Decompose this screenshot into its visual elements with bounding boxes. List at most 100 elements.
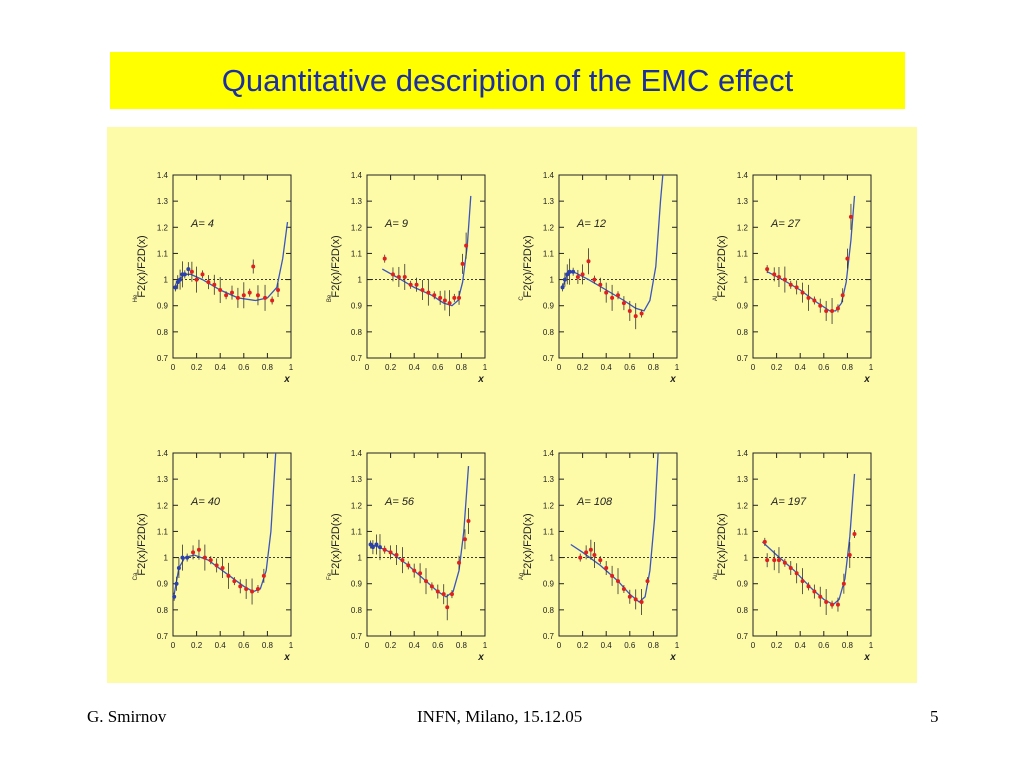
- x-tick-label: 0: [365, 641, 370, 650]
- nucleus-label: A= 12: [576, 218, 606, 230]
- data-point: [224, 293, 229, 298]
- slide-title: Quantitative description of the EMC effe…: [221, 62, 794, 98]
- data-point: [206, 280, 211, 285]
- y-tick-label: 0.7: [351, 632, 363, 641]
- y-tick-label: 0.8: [737, 606, 749, 615]
- y-tick-label: 1: [550, 276, 555, 285]
- data-point: [200, 272, 205, 277]
- data-point: [241, 293, 246, 298]
- data-point: [238, 584, 243, 589]
- data-point: [244, 586, 249, 591]
- y-tick-label: 0.7: [737, 632, 749, 641]
- y-tick-label: 1.3: [737, 197, 749, 206]
- x-tick-label: 1: [869, 641, 874, 650]
- nucleus-label: A= 108: [576, 496, 613, 508]
- plot-frame: [558, 174, 678, 359]
- data-point: [610, 295, 615, 300]
- data-point: [560, 285, 565, 290]
- y-tick-label: 0.9: [737, 302, 749, 311]
- y-tick-label: 0.9: [157, 302, 169, 311]
- data-point: [835, 306, 840, 311]
- data-point: [420, 288, 425, 293]
- x-axis-label: x: [283, 652, 290, 663]
- y-tick-label: 0.7: [543, 354, 555, 363]
- y-tick-label: 1.3: [737, 475, 749, 484]
- data-point: [562, 277, 567, 282]
- data-point: [388, 550, 393, 555]
- y-tick-label: 1: [550, 554, 555, 563]
- data-point: [598, 558, 603, 563]
- y-tick-label: 0.9: [351, 302, 363, 311]
- y-tick-label: 1.1: [351, 249, 363, 258]
- subplot-7: 0.7 0.8 0.9 1 1.1 1.2 1.3 1.4 0 0.2 0.4 0.6 0.8 1 x F2(…: [519, 449, 680, 663]
- x-tick-label: 0.6: [238, 363, 250, 372]
- y-axis-nucleus: Ag: [519, 573, 525, 580]
- nucleus-label: A= 9: [384, 218, 408, 230]
- x-tick-label: 0.8: [648, 641, 660, 650]
- data-point: [218, 288, 223, 293]
- plot-frame: [752, 452, 872, 637]
- data-point: [627, 594, 632, 599]
- x-tick-label: 0: [171, 363, 176, 372]
- y-tick-label: 1: [358, 554, 363, 563]
- data-point: [616, 579, 620, 584]
- y-tick-label: 0.7: [351, 354, 363, 363]
- subplot-2: 0.7 0.8 0.9 1 1.1 1.2 1.3 1.4 0 0.2 0.4 0.6 0.8 1 x F2(…: [327, 171, 488, 385]
- data-point: [588, 547, 593, 552]
- x-tick-label: 1: [483, 641, 488, 650]
- data-point: [824, 308, 829, 313]
- y-tick-label: 1: [164, 554, 169, 563]
- y-axis-label: F2(x)/F2D(x): [330, 513, 342, 575]
- x-tick-label: 0.6: [818, 363, 830, 372]
- fit-curve: [766, 195, 856, 312]
- data-point: [565, 272, 570, 277]
- y-tick-label: 1.3: [543, 197, 555, 206]
- data-point: [445, 605, 450, 610]
- y-axis-label: F2(x)/F2D(x): [330, 235, 342, 297]
- data-point: [457, 560, 462, 565]
- nucleus-label: A= 197: [770, 496, 807, 508]
- data-point: [435, 589, 440, 594]
- data-point: [604, 566, 609, 571]
- y-axis-label: F2(x)/F2D(x): [136, 235, 148, 297]
- x-tick-label: 0.2: [771, 363, 783, 372]
- x-tick-label: 0.2: [577, 363, 589, 372]
- y-axis-nucleus: Al: [713, 296, 719, 301]
- data-point: [368, 542, 373, 547]
- data-point: [263, 295, 268, 300]
- y-tick-label: 1.2: [737, 501, 749, 510]
- x-tick-label: 0.4: [601, 641, 613, 650]
- y-axis-label: F2(x)/F2D(x): [136, 513, 148, 575]
- plot-frame: [558, 452, 678, 637]
- data-point: [441, 592, 446, 597]
- x-tick-label: 0: [751, 363, 756, 372]
- x-tick-label: 0.8: [842, 641, 854, 650]
- data-point: [232, 579, 237, 584]
- y-axis-label: F2(x)/F2D(x): [716, 235, 728, 297]
- data-point: [845, 256, 850, 261]
- data-point: [457, 295, 462, 300]
- data-point: [812, 589, 817, 594]
- y-tick-label: 1.2: [351, 223, 363, 232]
- x-axis-label: x: [669, 652, 676, 663]
- y-axis-nucleus: Ca: [133, 572, 139, 580]
- data-point: [830, 308, 835, 313]
- x-tick-label: 0.8: [648, 363, 660, 372]
- data-point: [580, 272, 585, 277]
- y-tick-label: 1.2: [543, 223, 555, 232]
- data-point: [214, 563, 219, 568]
- emc-figure: 0.7 0.8 0.9 1 1.1 1.2 1.3 1.4 0 0.2 0.4 0.6 0.8 1 x F2(…: [133, 171, 874, 663]
- x-axis-label: x: [283, 374, 290, 385]
- data-point: [592, 277, 597, 282]
- y-axis-nucleus: Au: [713, 573, 719, 580]
- data-point: [408, 282, 413, 287]
- subplot-4: 0.7 0.8 0.9 1 1.1 1.2 1.3 1.4 0 0.2 0.4 0.6 0.8 1 x F2(…: [713, 171, 874, 385]
- data-point: [840, 293, 845, 298]
- data-point: [782, 560, 787, 565]
- slide-title-banner: Quantitative description of the EMC effe…: [110, 52, 905, 109]
- data-point: [776, 274, 781, 279]
- fit-curve: [370, 466, 470, 598]
- data-point: [848, 214, 853, 219]
- data-point: [276, 288, 281, 293]
- y-tick-label: 1.1: [157, 527, 169, 536]
